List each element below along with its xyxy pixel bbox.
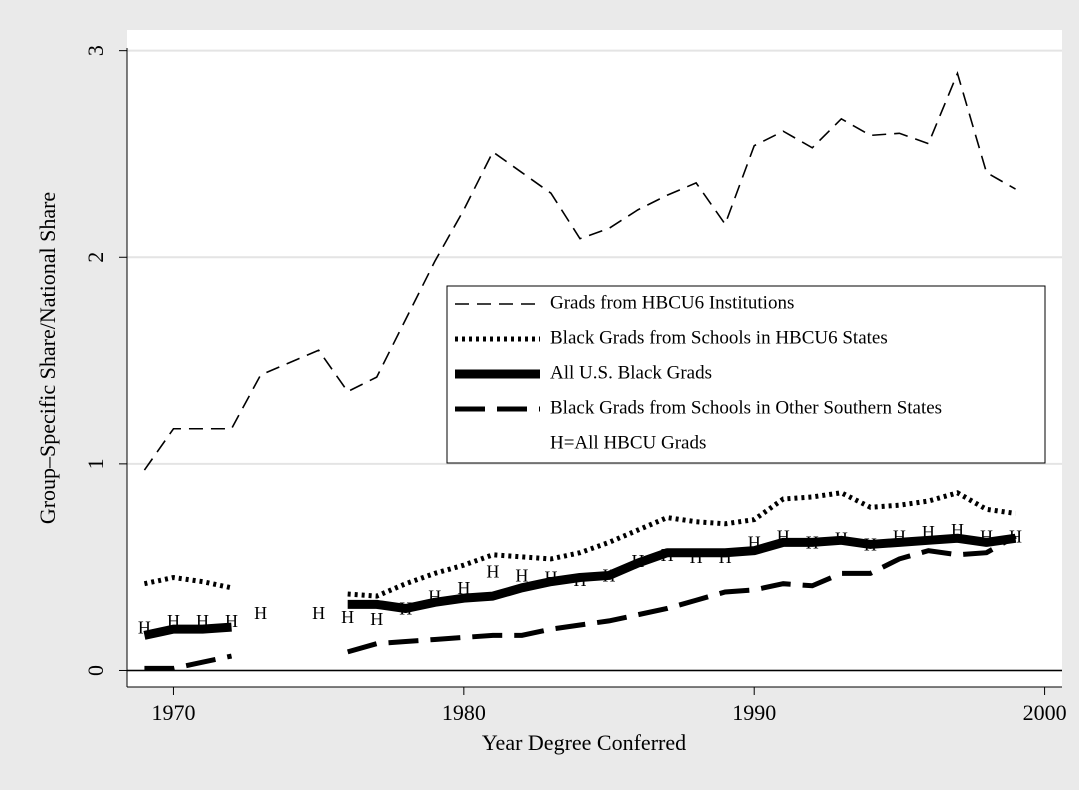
y-tick-label: 2 bbox=[83, 252, 108, 263]
x-tick-label: 1990 bbox=[732, 700, 776, 725]
legend-label: Black Grads from Schools in Other Southe… bbox=[550, 397, 942, 418]
marker: H bbox=[138, 617, 151, 637]
y-axis-label: Group–Specific Share/National Share bbox=[35, 192, 60, 524]
marker: H bbox=[632, 551, 645, 571]
x-tick-label: 1980 bbox=[442, 700, 486, 725]
marker: H bbox=[428, 586, 441, 606]
marker: H bbox=[573, 570, 586, 590]
marker: H bbox=[254, 603, 267, 623]
marker: H bbox=[951, 520, 964, 540]
x-tick-label: 1970 bbox=[151, 700, 195, 725]
marker: H bbox=[370, 609, 383, 629]
marker: H bbox=[864, 535, 877, 555]
y-tick-label: 3 bbox=[83, 45, 108, 56]
marker: H bbox=[196, 611, 209, 631]
marker: H bbox=[225, 611, 238, 631]
marker: H bbox=[515, 566, 528, 586]
y-tick-label: 0 bbox=[83, 665, 108, 676]
legend-label: Black Grads from Schools in HBCU6 States bbox=[550, 327, 888, 348]
line-series bbox=[143, 70, 1016, 471]
line-series bbox=[143, 490, 1016, 599]
marker: H bbox=[893, 526, 906, 546]
y-tick-label: 1 bbox=[83, 458, 108, 469]
marker: H bbox=[980, 526, 993, 546]
legend-label: All U.S. Black Grads bbox=[550, 362, 712, 383]
legend-box bbox=[446, 285, 1046, 464]
marker: H bbox=[835, 528, 848, 548]
line-series bbox=[143, 533, 1017, 640]
x-tick-label: 2000 bbox=[1023, 700, 1067, 725]
marker: H bbox=[486, 561, 499, 581]
legend-label: Grads from HBCU6 Institutions bbox=[550, 292, 794, 313]
marker: H bbox=[922, 522, 935, 542]
marker: H bbox=[341, 607, 354, 627]
marker: H bbox=[806, 533, 819, 553]
marker: H bbox=[399, 599, 412, 619]
x-axis-label: Year Degree Conferred bbox=[482, 730, 686, 755]
marker: H bbox=[312, 603, 325, 623]
marker: H bbox=[457, 578, 470, 598]
marker: H bbox=[661, 545, 674, 565]
marker: H bbox=[690, 547, 703, 567]
marker: H bbox=[1009, 526, 1022, 546]
marker: H bbox=[748, 533, 761, 553]
marker: H bbox=[167, 611, 180, 631]
marker: H bbox=[719, 547, 732, 567]
marker: H bbox=[603, 566, 616, 586]
marker: H bbox=[544, 568, 557, 588]
line-series bbox=[144, 534, 1017, 671]
marker: H bbox=[777, 526, 790, 546]
legend-label: H=All HBCU Grads bbox=[550, 432, 706, 453]
